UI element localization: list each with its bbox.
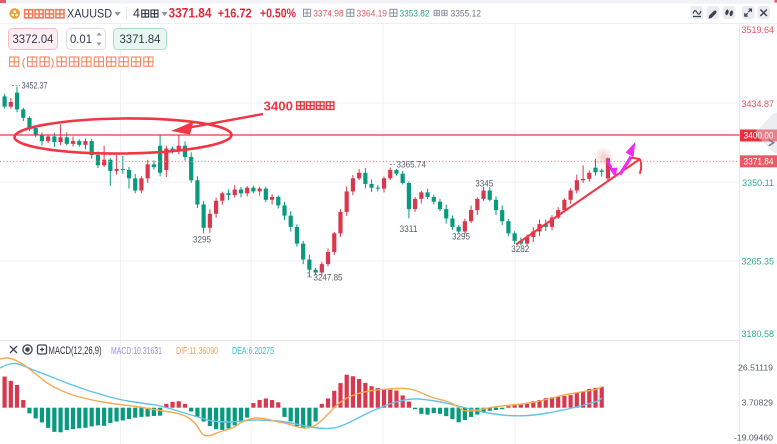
svg-text:3365.74: 3365.74	[397, 160, 427, 170]
svg-text:3355.12: 3355.12	[451, 9, 482, 20]
svg-text:3353.82: 3353.82	[400, 9, 430, 20]
svg-text:+16.72: +16.72	[218, 6, 252, 20]
svg-text:3371.84: 3371.84	[744, 157, 774, 167]
svg-text:3295: 3295	[452, 232, 470, 242]
svg-text:XAUUSD: XAUUSD	[67, 7, 112, 21]
svg-text:3311: 3311	[400, 224, 418, 234]
svg-text:3350.11: 3350.11	[742, 178, 774, 188]
svg-text:+0.50%: +0.50%	[260, 6, 296, 20]
svg-text:MACD(12,26,9): MACD(12,26,9)	[49, 345, 102, 357]
svg-text:(: (	[22, 57, 26, 69]
svg-text:3295: 3295	[193, 235, 211, 245]
svg-text:3372.04: 3372.04	[13, 32, 54, 46]
svg-text:3371.84: 3371.84	[120, 32, 161, 46]
svg-text:3247.85: 3247.85	[314, 273, 343, 283]
svg-text:3265.35: 3265.35	[741, 257, 774, 267]
svg-text:3452.37: 3452.37	[22, 81, 48, 91]
svg-text:3364.19: 3364.19	[357, 9, 388, 20]
svg-text:DIF:11.36090: DIF:11.36090	[176, 345, 218, 357]
svg-text:MACD:10.31631: MACD:10.31631	[111, 345, 162, 357]
svg-text:DEA:6.20275: DEA:6.20275	[232, 345, 274, 357]
svg-text:3.70829: 3.70829	[742, 398, 774, 408]
svg-text:3180.58: 3180.58	[741, 329, 774, 339]
svg-text:3371.84: 3371.84	[169, 5, 212, 20]
svg-text:3282: 3282	[511, 244, 529, 254]
svg-text:3400.00: 3400.00	[744, 131, 774, 141]
svg-text:3400: 3400	[264, 99, 294, 114]
svg-text:3434.87: 3434.87	[741, 99, 774, 109]
svg-text:): )	[51, 57, 55, 69]
svg-text:0.01: 0.01	[70, 32, 92, 46]
svg-text:26.51119: 26.51119	[738, 363, 773, 373]
svg-text:-19.09460: -19.09460	[734, 433, 773, 443]
svg-text:3374.98: 3374.98	[313, 9, 344, 20]
svg-text:3345: 3345	[475, 179, 493, 189]
svg-text:3519.64: 3519.64	[741, 25, 774, 35]
svg-text:4: 4	[133, 7, 140, 21]
